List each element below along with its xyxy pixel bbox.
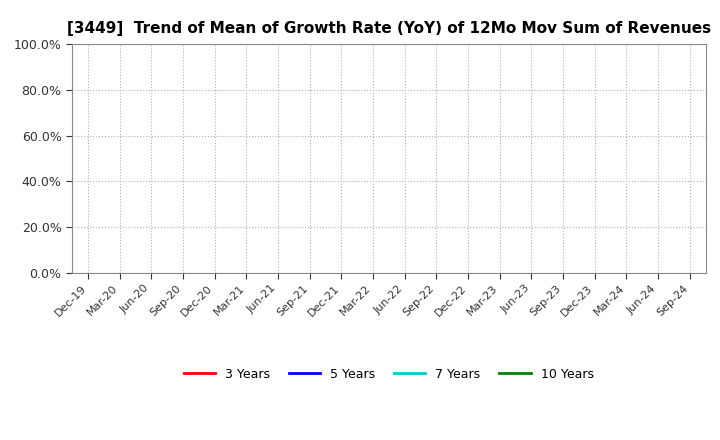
Title: [3449]  Trend of Mean of Growth Rate (YoY) of 12Mo Mov Sum of Revenues: [3449] Trend of Mean of Growth Rate (YoY… [67, 21, 711, 36]
Legend: 3 Years, 5 Years, 7 Years, 10 Years: 3 Years, 5 Years, 7 Years, 10 Years [179, 363, 598, 385]
